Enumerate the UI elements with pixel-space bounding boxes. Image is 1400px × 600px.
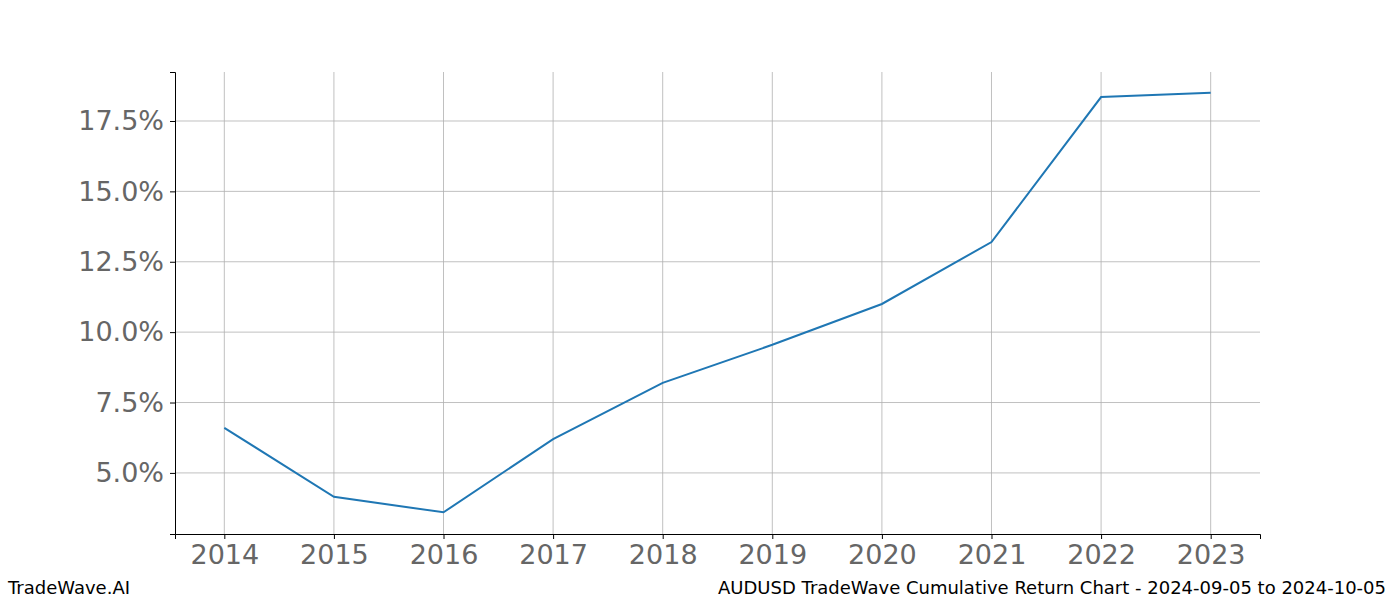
x-tick-label: 2015 xyxy=(300,539,369,570)
y-tick: 15.0% xyxy=(78,176,175,207)
grid-line xyxy=(772,72,773,534)
grid-line xyxy=(175,120,1260,121)
y-tick: 12.5% xyxy=(78,246,175,277)
line xyxy=(224,93,1210,512)
x-tick-label: 2018 xyxy=(629,539,698,570)
x-tick: 2020 xyxy=(848,534,917,570)
y-tick-label: 17.5% xyxy=(78,105,164,136)
x-tick: 2014 xyxy=(190,534,259,570)
x-tick-label: 2019 xyxy=(738,539,807,570)
grid-line xyxy=(443,72,444,534)
x-tick-label: 2022 xyxy=(1067,539,1136,570)
x-tick-label: 2023 xyxy=(1177,539,1246,570)
x-tick: 2019 xyxy=(738,534,807,570)
y-tick-mark xyxy=(170,403,175,404)
y-tick-label: 12.5% xyxy=(78,246,164,277)
x-tick-label: 2014 xyxy=(190,539,259,570)
grid-line xyxy=(1210,72,1211,534)
grid-line xyxy=(224,72,225,534)
y-tick: 10.0% xyxy=(78,316,175,347)
y-tick-mark xyxy=(170,473,175,474)
x-tick: 2016 xyxy=(410,534,479,570)
y-tick-label: 5.0% xyxy=(95,457,164,488)
grid-line xyxy=(175,261,1260,262)
y-axis-line xyxy=(170,73,176,535)
y-tick-label: 7.5% xyxy=(95,387,164,418)
grid-line xyxy=(662,72,663,534)
chart: 2014 2015 2016 2017 2018 2019 2020 2021 2022 2023… xyxy=(0,0,1400,600)
x-tick: 2018 xyxy=(629,534,698,570)
y-tick-mark xyxy=(170,121,175,122)
series xyxy=(224,93,1210,512)
y-axis: 5.0% 7.5% 10.0% 12.5% 15.0% 17.5% xyxy=(78,73,175,535)
plot-area: 2014 2015 2016 2017 2018 2019 2020 2021 2022 2023… xyxy=(78,72,1260,570)
y-tick: 7.5% xyxy=(95,387,175,418)
y-tick: 17.5% xyxy=(78,105,175,136)
y-tick-label: 10.0% xyxy=(78,316,164,347)
grid-line xyxy=(333,72,334,534)
x-tick-label: 2021 xyxy=(958,539,1027,570)
footer-brand: TradeWave.AI xyxy=(7,577,130,598)
x-tick-label: 2020 xyxy=(848,539,917,570)
y-tick-mark xyxy=(170,191,175,192)
x-tick: 2022 xyxy=(1067,534,1136,570)
x-tick-label: 2017 xyxy=(519,539,588,570)
grid-line xyxy=(175,472,1260,473)
x-tick: 2017 xyxy=(519,534,588,570)
grid-line xyxy=(175,191,1260,192)
grid-line xyxy=(553,72,554,534)
x-tick: 2015 xyxy=(300,534,369,570)
y-tick-mark xyxy=(170,332,175,333)
grid-line xyxy=(175,402,1260,403)
y-tick-label: 15.0% xyxy=(78,176,164,207)
chart-title: AUDUSD TradeWave Cumulative Return Chart… xyxy=(718,577,1386,598)
grid-line xyxy=(991,72,992,534)
x-tick: 2023 xyxy=(1177,534,1246,570)
x-axis: 2014 2015 2016 2017 2018 2019 2020 2021 2022 2023 xyxy=(176,534,1261,570)
y-tick: 5.0% xyxy=(95,457,175,488)
y-tick-mark xyxy=(170,262,175,263)
x-tick-label: 2016 xyxy=(410,539,479,570)
grid xyxy=(175,72,1260,534)
grid-line xyxy=(175,332,1260,333)
x-tick: 2021 xyxy=(958,534,1027,570)
grid-line xyxy=(1101,72,1102,534)
